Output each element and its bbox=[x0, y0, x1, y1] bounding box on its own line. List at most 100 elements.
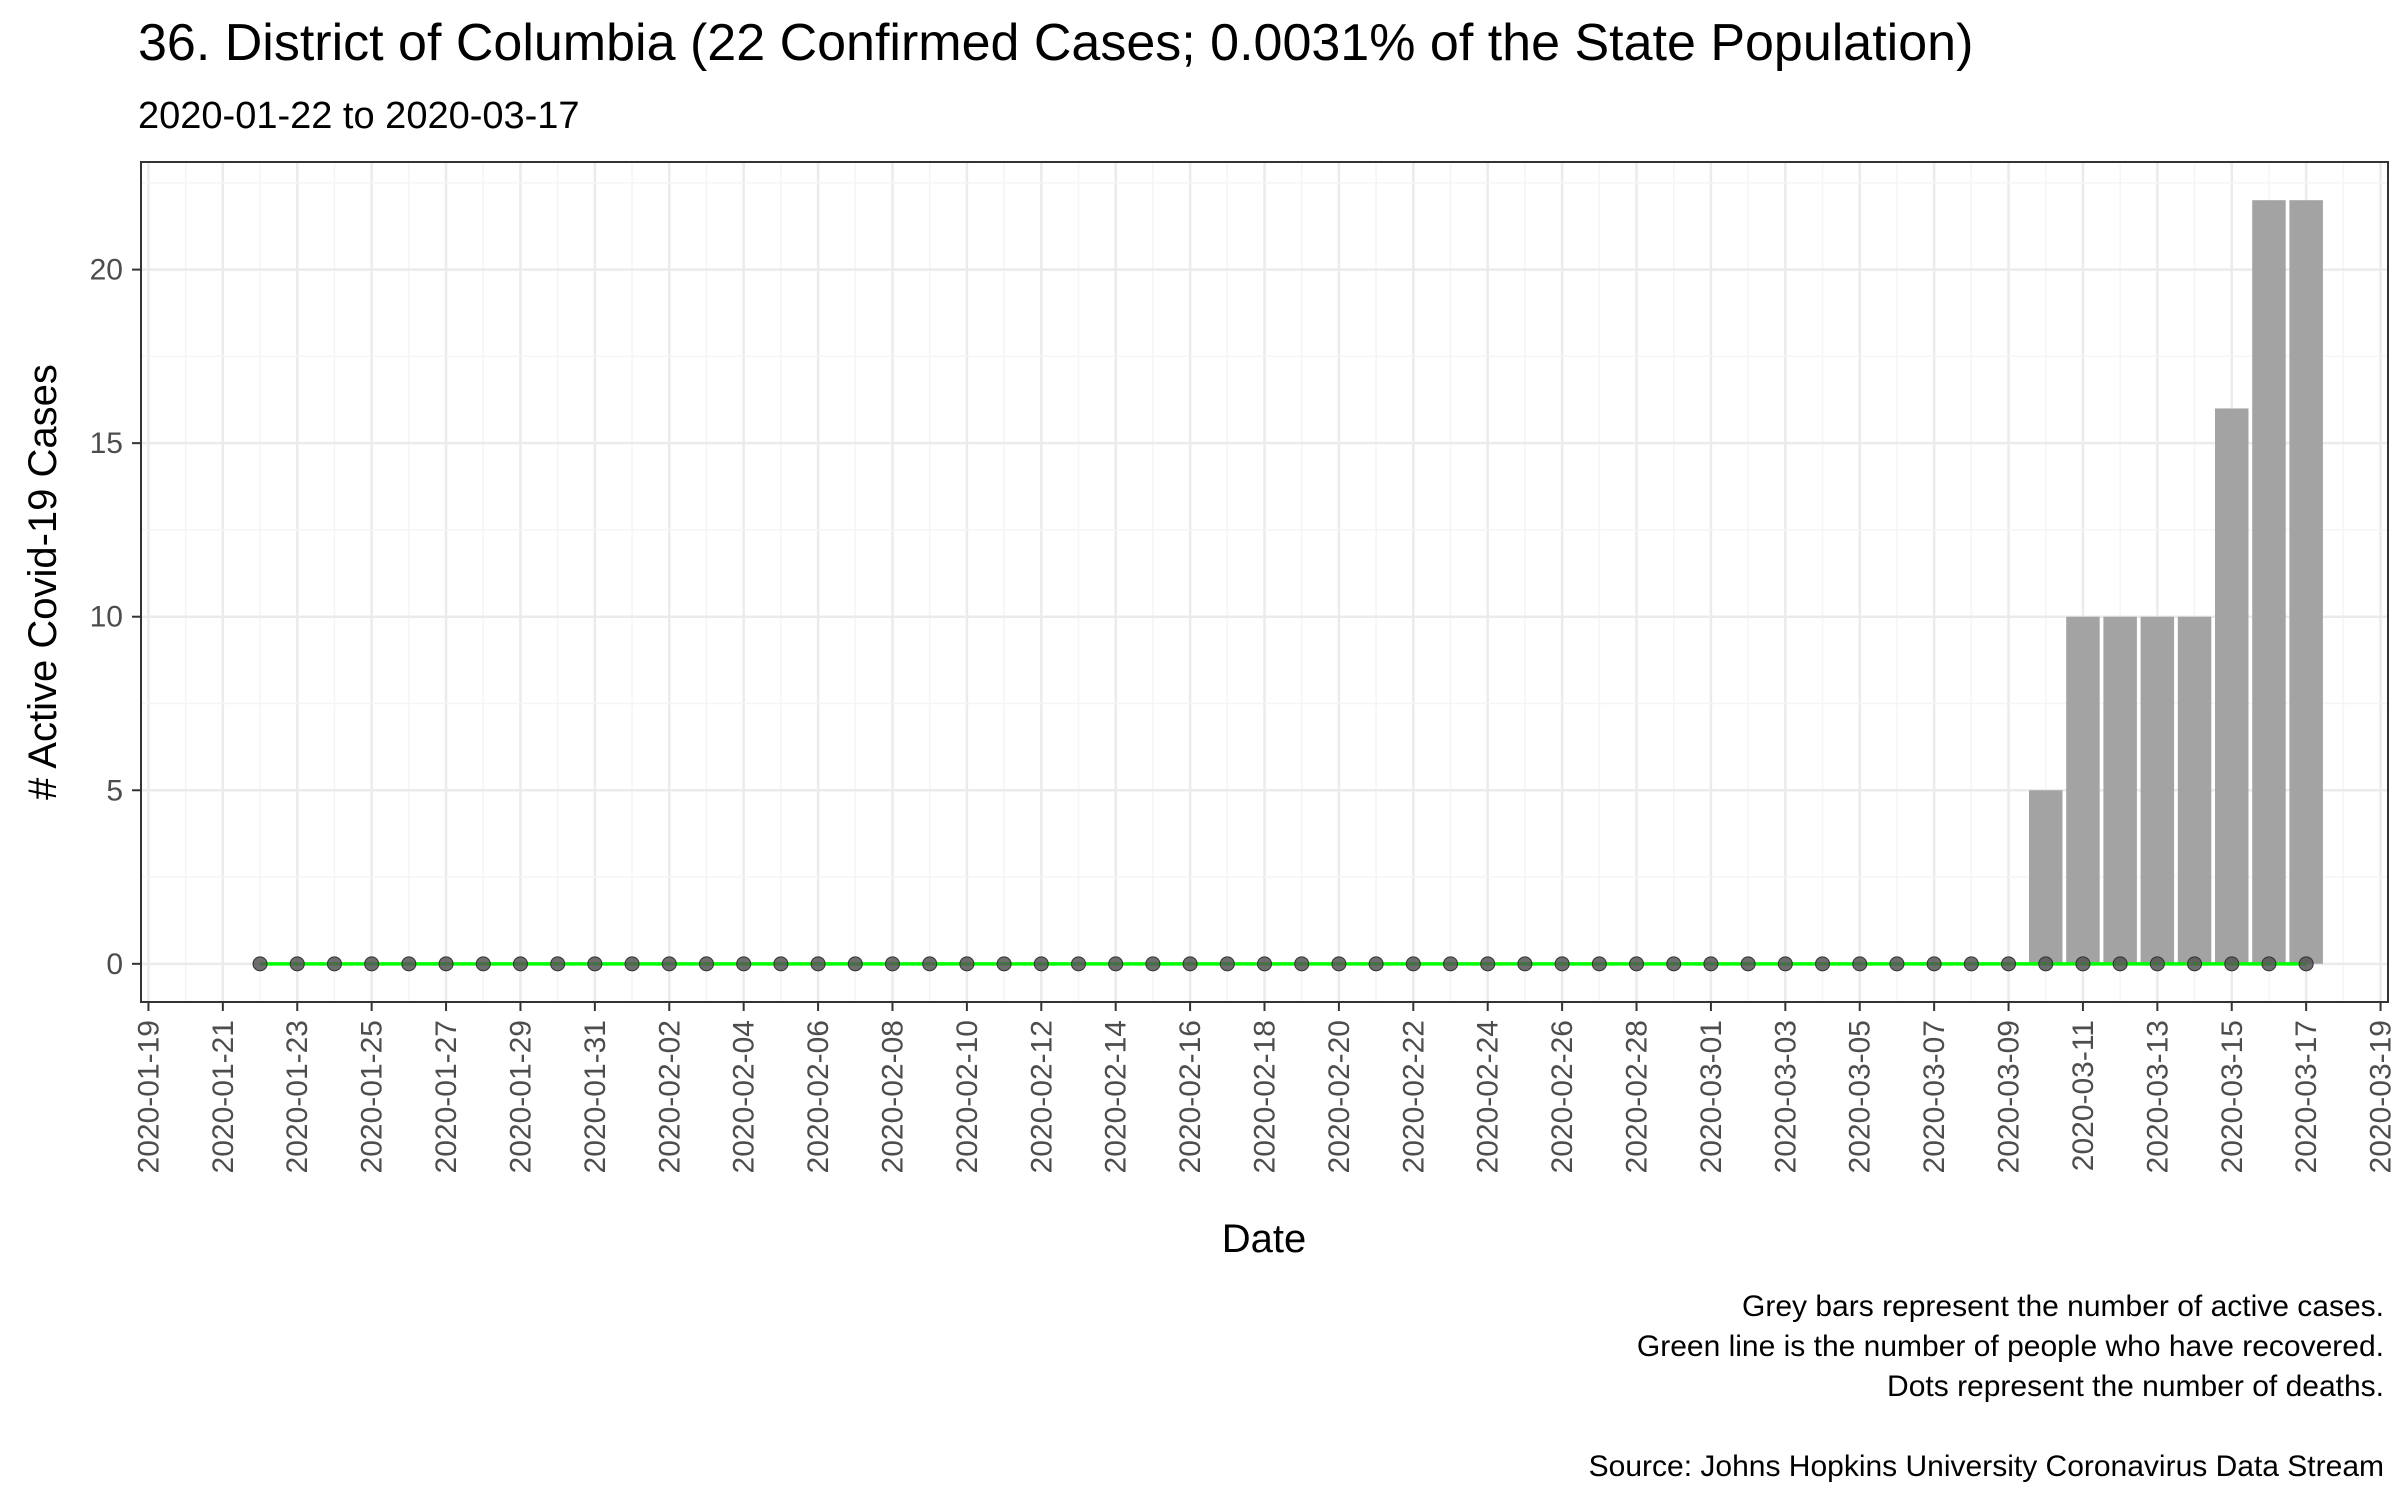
death-dot bbox=[401, 956, 417, 972]
death-dot bbox=[736, 956, 752, 972]
y-tick-label: 15 bbox=[90, 427, 123, 460]
death-dot bbox=[2149, 956, 2165, 972]
chart-title: 36. District of Columbia (22 Confirmed C… bbox=[138, 14, 1973, 72]
active-case-bar bbox=[2289, 200, 2323, 964]
y-tick-label: 10 bbox=[90, 601, 123, 634]
death-dot bbox=[2261, 956, 2277, 972]
x-tick-label: 2020-01-25 bbox=[356, 1020, 389, 1173]
x-tick-label: 2020-02-08 bbox=[876, 1020, 909, 1173]
death-dot bbox=[1926, 956, 1942, 972]
death-dot bbox=[438, 956, 454, 972]
death-dot bbox=[2187, 956, 2203, 972]
death-dot bbox=[698, 956, 714, 972]
x-tick-label: 2020-01-31 bbox=[579, 1020, 612, 1173]
death-dot bbox=[1070, 956, 1086, 972]
death-dot bbox=[1554, 956, 1570, 972]
death-dot bbox=[661, 956, 677, 972]
y-tick-label: 20 bbox=[90, 254, 123, 287]
death-dot bbox=[1145, 956, 1161, 972]
death-dot bbox=[1815, 956, 1831, 972]
death-dot bbox=[1852, 956, 1868, 972]
caption-line: Green line is the number of people who h… bbox=[1637, 1330, 2384, 1363]
death-dot bbox=[1629, 956, 1645, 972]
x-tick-label: 2020-01-23 bbox=[281, 1020, 314, 1173]
chart-subtitle: 2020-01-22 to 2020-03-17 bbox=[138, 95, 580, 137]
death-dot bbox=[2112, 956, 2128, 972]
x-axis-title: Date bbox=[1222, 1217, 1307, 1261]
active-case-bar bbox=[2029, 790, 2063, 964]
active-case-bar bbox=[2140, 616, 2175, 964]
x-tick-label: 2020-02-02 bbox=[653, 1020, 686, 1173]
death-dot bbox=[475, 956, 491, 972]
death-dot bbox=[1517, 956, 1533, 972]
x-tick-label: 2020-02-18 bbox=[1249, 1020, 1282, 1173]
grid-lines bbox=[141, 162, 2388, 1002]
active-case-bar bbox=[2215, 408, 2249, 964]
caption-line: Grey bars represent the number of active… bbox=[1742, 1290, 2384, 1323]
death-dot bbox=[1405, 956, 1421, 972]
x-tick-label: 2020-02-24 bbox=[1472, 1020, 1505, 1173]
y-tick-label: 0 bbox=[106, 948, 123, 981]
x-tick-label: 2020-03-19 bbox=[2365, 1020, 2398, 1173]
x-tick-label: 2020-02-20 bbox=[1323, 1020, 1356, 1173]
death-dot bbox=[1703, 956, 1719, 972]
x-tick-label: 2020-03-09 bbox=[1993, 1020, 2026, 1173]
death-dot bbox=[1666, 956, 1682, 972]
death-dot bbox=[922, 956, 938, 972]
x-tick-label: 2020-02-12 bbox=[1025, 1020, 1058, 1173]
x-tick-label: 2020-02-28 bbox=[1621, 1020, 1654, 1173]
death-dot bbox=[884, 956, 900, 972]
x-tick-label: 2020-03-13 bbox=[2141, 1020, 2174, 1173]
death-dot bbox=[1480, 956, 1496, 972]
death-dot bbox=[773, 956, 789, 972]
death-dot bbox=[252, 956, 268, 972]
x-tick-label: 2020-02-10 bbox=[951, 1020, 984, 1173]
x-tick-label: 2020-03-11 bbox=[2067, 1020, 2100, 1171]
x-tick-label: 2020-03-15 bbox=[2216, 1020, 2249, 1173]
y-axis-title: # Active Covid-19 Cases bbox=[21, 364, 65, 800]
x-tick-label: 2020-02-14 bbox=[1100, 1020, 1133, 1173]
death-dot bbox=[2224, 956, 2240, 972]
death-dot bbox=[1257, 956, 1272, 972]
x-tick-label: 2020-03-05 bbox=[1844, 1020, 1877, 1173]
death-dot bbox=[624, 956, 640, 972]
death-dot bbox=[1219, 956, 1235, 972]
caption-line: Source: Johns Hopkins University Coronav… bbox=[1589, 1450, 2384, 1483]
caption-line: Dots represent the number of deaths. bbox=[1887, 1370, 2384, 1403]
active-case-bar bbox=[2177, 616, 2212, 964]
active-case-bars bbox=[2029, 200, 2323, 964]
death-dot bbox=[550, 956, 566, 972]
death-dot bbox=[587, 956, 603, 972]
active-case-bar bbox=[2103, 616, 2137, 964]
death-dot bbox=[847, 956, 863, 972]
active-case-bar bbox=[2066, 616, 2100, 964]
death-dot bbox=[1740, 956, 1756, 972]
death-dot bbox=[959, 956, 975, 972]
x-tick-label: 2020-03-07 bbox=[1918, 1020, 1951, 1173]
y-tick-label: 5 bbox=[106, 774, 123, 807]
death-dot bbox=[810, 956, 826, 972]
x-tick-label: 2020-01-29 bbox=[504, 1020, 537, 1173]
death-dot bbox=[326, 956, 342, 972]
death-dot bbox=[289, 956, 305, 972]
death-dot bbox=[2075, 956, 2091, 972]
death-dot bbox=[1889, 956, 1905, 972]
x-tick-label: 2020-01-19 bbox=[132, 1020, 165, 1173]
death-dot bbox=[996, 956, 1012, 972]
x-tick-label: 2020-01-21 bbox=[207, 1020, 240, 1173]
death-dot bbox=[512, 956, 528, 972]
x-tick-label: 2020-02-04 bbox=[728, 1020, 761, 1173]
death-dot bbox=[364, 956, 380, 972]
death-dots bbox=[252, 956, 2314, 972]
active-case-bar bbox=[2252, 200, 2286, 964]
death-dot bbox=[1591, 956, 1607, 972]
death-dot bbox=[1294, 956, 1310, 972]
x-tick-label: 2020-02-22 bbox=[1397, 1020, 1430, 1173]
death-dot bbox=[1777, 956, 1793, 972]
death-dot bbox=[2038, 956, 2054, 972]
x-tick-label: 2020-01-27 bbox=[430, 1020, 463, 1173]
death-dot bbox=[1331, 956, 1347, 972]
x-tick-label: 2020-03-17 bbox=[2290, 1020, 2323, 1173]
x-tick-label: 2020-02-16 bbox=[1174, 1020, 1207, 1173]
